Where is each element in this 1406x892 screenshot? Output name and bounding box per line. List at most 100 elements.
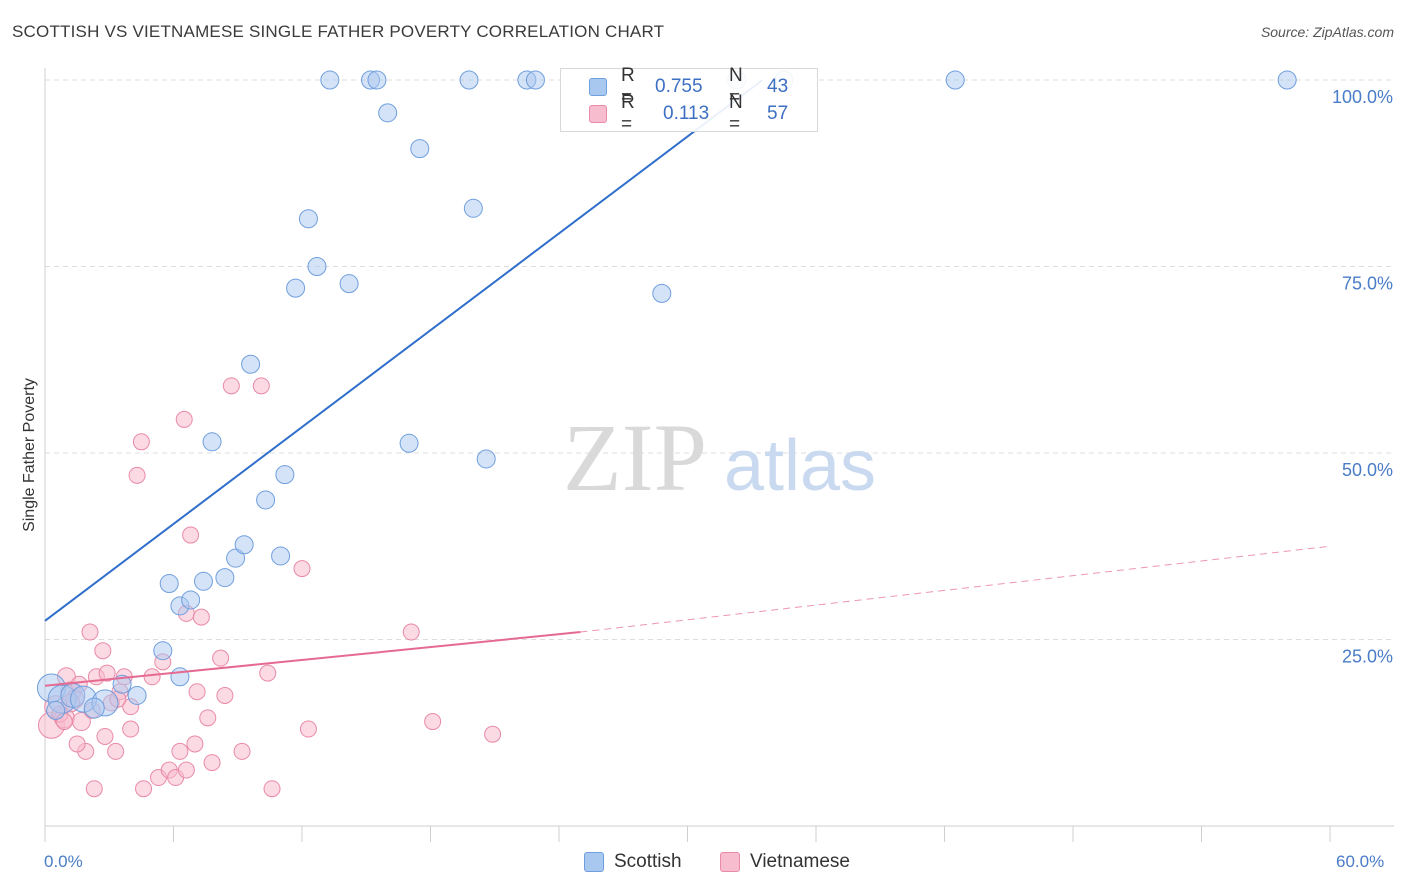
scottish-point — [271, 546, 291, 566]
vietnamese-point — [216, 686, 234, 704]
scottish-point — [159, 574, 179, 594]
scottish-point — [339, 274, 359, 294]
vietnamese-trend-extension — [580, 545, 1331, 633]
vietnamese-trend-line — [44, 631, 581, 687]
scottish-point — [112, 674, 132, 694]
vietnamese-point — [222, 377, 240, 395]
scottish-point — [83, 697, 105, 719]
chart-title: SCOTTISH VS VIETNAMESE SINGLE FATHER POV… — [12, 22, 665, 41]
vietnamese-point — [132, 433, 150, 451]
vietnamese-point — [171, 742, 189, 760]
scottish-point — [298, 209, 318, 229]
legend-label-scottish: Scottish — [614, 851, 682, 872]
scottish-point — [234, 535, 254, 555]
vietnamese-point — [212, 649, 230, 667]
vietnamese-point — [293, 560, 311, 578]
trend-lines — [44, 79, 1331, 687]
vietnamese-point — [203, 754, 221, 772]
vietnamese-point — [182, 526, 200, 544]
x-tick-label-max: 60.0% — [1336, 852, 1385, 871]
x-tick-label-min: 0.0% — [44, 852, 83, 871]
watermark-atlas: atlas — [724, 426, 876, 506]
vietnamese-point — [107, 742, 125, 760]
scottish-points — [36, 70, 1297, 720]
scottish-point — [256, 490, 276, 510]
vietnamese-point — [299, 720, 317, 738]
vietnamese-point — [85, 780, 103, 798]
correlation-legend: R = 0.755 N = 43 R = 0.113 N = 57 — [560, 65, 818, 135]
scottish-point — [367, 70, 387, 90]
scottish-trend-line — [44, 79, 764, 622]
scottish-point — [410, 139, 430, 159]
legend-r-label: R = — [621, 92, 635, 135]
y-tick-label: 75.0% — [1342, 274, 1393, 294]
legend-r-value: 0.113 — [663, 103, 710, 124]
scottish-point — [170, 667, 190, 687]
scottish-point — [286, 278, 306, 298]
legend-n-label: N = — [729, 92, 743, 135]
vietnamese-point — [188, 683, 206, 701]
scottish-point — [525, 70, 545, 90]
legend-n-value: 57 — [767, 103, 789, 124]
vietnamese-point — [484, 725, 502, 743]
vietnamese-point — [135, 780, 153, 798]
scottish-point — [275, 465, 295, 485]
vietnamese-point — [402, 623, 420, 641]
scottish-point — [463, 198, 483, 218]
scottish-swatch — [589, 78, 607, 96]
scottish-point — [202, 432, 222, 452]
series-legend: Scottish Vietnamese — [0, 851, 1406, 879]
scottish-point — [241, 354, 261, 374]
y-tick-labels: 25.0% 50.0% 75.0% 100.0% — [1332, 87, 1393, 667]
scottish-swatch — [584, 852, 604, 872]
scottish-point — [378, 103, 398, 123]
watermark-zip: ZIP — [563, 404, 707, 511]
vietnamese-point — [143, 668, 161, 686]
vietnamese-point — [186, 735, 204, 753]
scottish-point — [945, 70, 965, 90]
legend-n-label: N = — [729, 65, 743, 108]
source-label: Source: ZipAtlas.com — [1260, 24, 1394, 40]
scottish-point — [399, 433, 419, 453]
scottish-point — [652, 283, 672, 303]
vietnamese-point — [177, 761, 195, 779]
vietnamese-point — [263, 780, 281, 798]
vietnamese-swatch — [589, 105, 607, 123]
y-tick-label: 25.0% — [1342, 647, 1393, 667]
scottish-point — [215, 568, 235, 588]
legend-n-value: 43 — [767, 76, 789, 97]
vietnamese-point — [199, 709, 217, 727]
scottish-point — [127, 685, 147, 705]
vietnamese-point — [68, 735, 86, 753]
legend-item-scottish: Scottish — [584, 851, 682, 873]
scottish-point — [181, 590, 201, 610]
scottish-point — [153, 641, 173, 661]
scottish-point — [459, 70, 479, 90]
vietnamese-point — [122, 720, 140, 738]
legend-label-vietnamese: Vietnamese — [750, 851, 850, 872]
legend-r-value: 0.755 — [655, 76, 703, 97]
scottish-point — [1277, 70, 1297, 90]
legend-r-label: R = — [621, 65, 635, 108]
vietnamese-swatch — [720, 852, 740, 872]
vietnamese-point — [233, 742, 251, 760]
watermark: ZIP atlas — [563, 404, 876, 511]
vietnamese-point — [259, 664, 277, 682]
y-tick-label: 100.0% — [1332, 87, 1393, 107]
vietnamese-point — [128, 466, 146, 484]
vietnamese-point — [98, 664, 116, 682]
vietnamese-point — [96, 727, 114, 745]
scottish-point — [193, 571, 213, 591]
scottish-point — [46, 700, 66, 720]
y-tick-label: 50.0% — [1342, 460, 1393, 480]
vietnamese-points — [37, 377, 502, 798]
vietnamese-point — [94, 642, 112, 660]
vietnamese-point — [81, 623, 99, 641]
axes — [44, 68, 1394, 842]
vietnamese-point — [175, 410, 193, 428]
scottish-point — [226, 548, 246, 568]
vietnamese-point — [252, 377, 270, 395]
scottish-point — [476, 449, 496, 469]
legend-item-vietnamese: Vietnamese — [720, 851, 850, 873]
